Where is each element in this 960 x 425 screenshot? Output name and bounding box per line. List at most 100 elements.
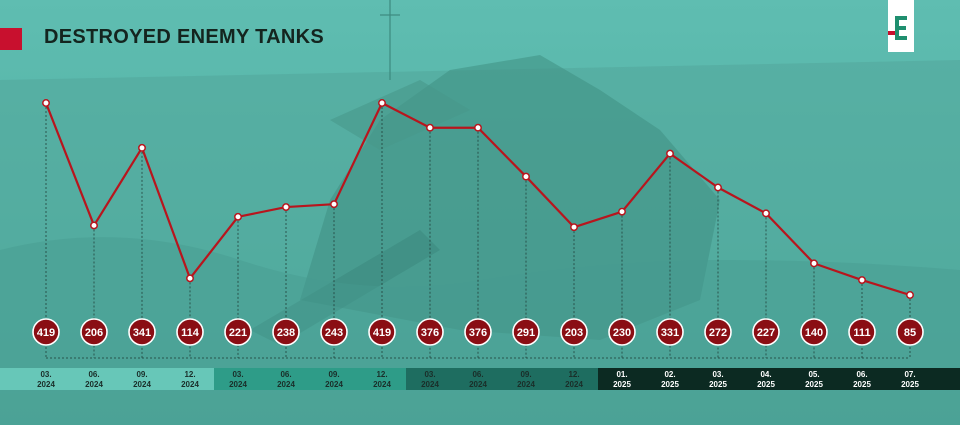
x-tick-label: 03. [40, 370, 51, 379]
x-tick-label: 2024 [421, 380, 439, 389]
x-tick-label: 2025 [757, 380, 775, 389]
value-marker [176, 318, 204, 346]
data-point [138, 143, 146, 152]
data-point [906, 291, 914, 299]
value-marker [896, 318, 924, 346]
value-marker [560, 318, 588, 346]
x-tick-label: 09. [520, 370, 531, 379]
x-tick-label: 2024 [85, 380, 103, 389]
period-band [598, 368, 960, 390]
x-tick-label: 06. [88, 370, 99, 379]
data-label: 419 [373, 327, 391, 339]
x-tick-label: 06. [472, 370, 483, 379]
x-tick-label: 2024 [181, 380, 199, 389]
data-point [570, 223, 578, 232]
data-label: 376 [421, 327, 439, 339]
value-marker [848, 318, 876, 346]
data-point [42, 99, 50, 107]
data-point [762, 209, 770, 218]
data-label: 227 [757, 327, 775, 339]
data-point [330, 200, 338, 209]
x-tick-label: 2024 [325, 380, 343, 389]
x-tick-label: 2025 [901, 380, 919, 389]
x-tick-label: 09. [136, 370, 147, 379]
data-point [858, 276, 866, 285]
value-marker [416, 318, 444, 346]
x-tick-label: 2024 [277, 380, 295, 389]
value-marker [224, 318, 252, 346]
data-label: 243 [325, 327, 343, 339]
x-tick-label: 2024 [373, 380, 391, 389]
data-label: 341 [133, 327, 151, 339]
data-label: 331 [661, 327, 679, 339]
x-tick-label: 2024 [133, 380, 151, 389]
data-point [714, 183, 722, 192]
data-point [522, 172, 530, 181]
value-marker [320, 318, 348, 346]
value-marker [80, 318, 108, 346]
data-point [810, 259, 818, 268]
x-tick-label: 2025 [613, 380, 631, 389]
x-tick-label: 2024 [517, 380, 535, 389]
data-label: 140 [805, 327, 823, 339]
x-tick-label: 2024 [37, 380, 55, 389]
x-tick-label: 2025 [709, 380, 727, 389]
data-label: 111 [853, 327, 870, 339]
value-marker [368, 318, 396, 346]
chart-title: DESTROYED ENEMY TANKS [44, 26, 325, 48]
data-label: 291 [517, 327, 535, 339]
period-band [214, 368, 406, 390]
data-point [90, 221, 98, 230]
x-tick-label: 07. [904, 370, 915, 379]
data-label: 203 [565, 327, 583, 339]
x-tick-label: 2024 [565, 380, 583, 389]
value-marker [608, 318, 636, 346]
x-tick-label: 06. [280, 370, 291, 379]
value-marker [512, 318, 540, 346]
data-label: 419 [37, 327, 55, 339]
value-marker [656, 318, 684, 346]
value-marker [272, 318, 300, 346]
x-tick-label: 03. [424, 370, 435, 379]
x-tick-label: 05. [808, 370, 819, 379]
data-label: 272 [709, 327, 727, 339]
x-tick-label: 2025 [661, 380, 679, 389]
x-tick-label: 09. [328, 370, 339, 379]
data-label: 221 [229, 327, 247, 339]
brand-logo [888, 0, 914, 52]
value-marker [704, 318, 732, 346]
value-marker [128, 318, 156, 346]
x-tick-label: 12. [376, 370, 387, 379]
data-point [474, 123, 482, 132]
x-tick-label: 2025 [805, 380, 823, 389]
x-tick-label: 06. [856, 370, 867, 379]
value-marker [800, 318, 828, 346]
data-point [282, 203, 290, 211]
x-tick-label: 2024 [469, 380, 487, 389]
data-point [618, 207, 626, 216]
data-label: 230 [613, 327, 631, 339]
data-point [186, 274, 194, 283]
x-tick-label: 2024 [229, 380, 247, 389]
x-tick-label: 01. [616, 370, 627, 379]
x-tick-label: 12. [184, 370, 195, 379]
data-label: 85 [904, 327, 916, 339]
data-label: 376 [469, 327, 487, 339]
value-marker [464, 318, 492, 346]
value-marker [752, 318, 780, 346]
data-label: 114 [181, 327, 200, 339]
period-band [0, 368, 214, 390]
data-point [234, 212, 242, 221]
data-point [378, 99, 386, 107]
x-tick-label: 03. [232, 370, 243, 379]
x-tick-label: 2025 [853, 380, 871, 389]
value-marker [32, 318, 60, 346]
x-tick-label: 02. [664, 370, 675, 379]
period-band [406, 368, 598, 390]
title-accent-bar [0, 28, 22, 50]
data-label: 206 [85, 327, 103, 339]
data-point [666, 149, 674, 158]
x-tick-label: 03. [712, 370, 723, 379]
